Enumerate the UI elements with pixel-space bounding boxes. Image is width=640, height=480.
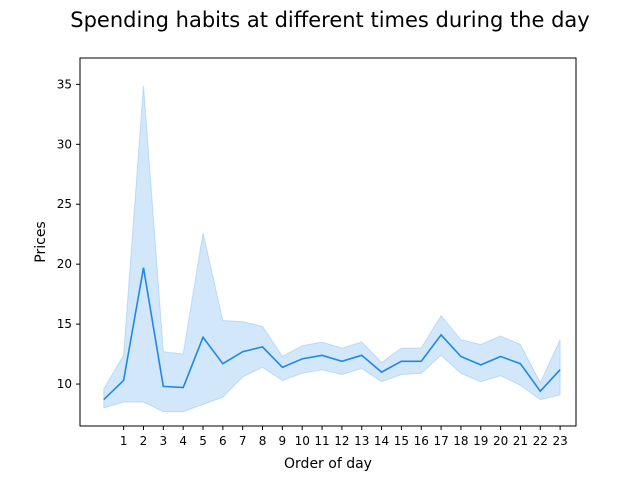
y-tick-label: 25 — [57, 197, 72, 211]
y-tick-label: 30 — [57, 137, 72, 151]
x-tick-label: 19 — [473, 434, 488, 448]
chart-title: Spending habits at different times durin… — [70, 8, 590, 32]
x-tick-label: 15 — [394, 434, 409, 448]
x-tick-label: 9 — [279, 434, 287, 448]
x-tick-label: 11 — [314, 434, 329, 448]
x-tick-label: 18 — [453, 434, 468, 448]
x-tick-label: 3 — [160, 434, 168, 448]
x-tick-label: 21 — [513, 434, 528, 448]
x-tick-label: 12 — [334, 434, 349, 448]
mean-price-line — [103, 267, 561, 401]
x-tick-label: 7 — [239, 434, 247, 448]
x-tick-label: 14 — [374, 434, 389, 448]
x-tick-label: 1 — [120, 434, 128, 448]
x-tick-label: 16 — [414, 434, 429, 448]
y-tick-label: 35 — [57, 77, 72, 91]
x-tick-label: 8 — [259, 434, 267, 448]
y-tick-label: 10 — [57, 377, 72, 391]
x-tick-label: 23 — [552, 434, 567, 448]
x-tick-label: 4 — [179, 434, 187, 448]
y-tick-label: 15 — [57, 317, 72, 331]
x-tick-label: 13 — [354, 434, 369, 448]
x-tick-label: 2 — [140, 434, 148, 448]
confidence-band — [103, 85, 561, 413]
x-axis-label: Order of day — [284, 456, 372, 472]
x-tick-label: 10 — [295, 434, 310, 448]
x-tick-label: 17 — [433, 434, 448, 448]
x-tick-label: 5 — [199, 434, 207, 448]
x-tick-label: 20 — [493, 434, 508, 448]
y-axis-label: Prices — [33, 221, 49, 262]
y-tick-label: 20 — [57, 257, 72, 271]
plot-area-frame — [79, 57, 577, 427]
x-tick-label: 22 — [533, 434, 548, 448]
x-tick-label: 6 — [219, 434, 227, 448]
